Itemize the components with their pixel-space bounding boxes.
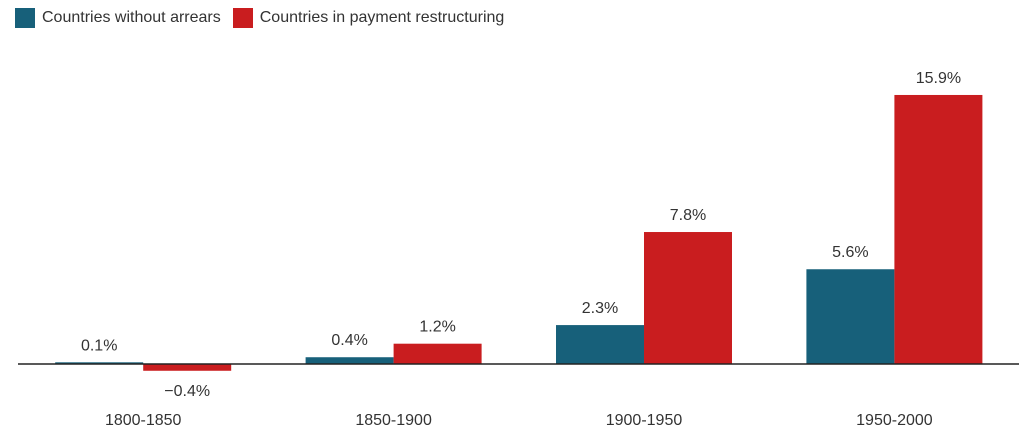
- legend-swatch-series-1: [232, 8, 253, 28]
- x-tick-label-0: 1800-1850: [105, 412, 182, 429]
- bar-2-series-1: [644, 232, 732, 364]
- bar-0-series-0: [55, 362, 144, 364]
- legend-label-series-1: Countries in payment restructuring: [259, 9, 505, 26]
- bar-2-series-0: [556, 325, 644, 364]
- bar-0-series-1: [143, 364, 232, 371]
- x-tick-label-2: 1900-1950: [606, 412, 683, 429]
- bar-1-series-0: [305, 357, 394, 364]
- legend-swatch-series-0: [15, 8, 35, 28]
- data-label-3-series-0: 5.6%: [832, 244, 868, 261]
- x-tick-label-1: 1850-1900: [355, 412, 432, 429]
- data-label-0-series-0: 0.1%: [81, 337, 117, 354]
- bar-3-series-0: [806, 269, 895, 364]
- legend-item-series-0: Countries without arrears: [15, 8, 221, 28]
- data-label-2-series-1: 7.8%: [670, 207, 706, 224]
- legend-label-series-0: Countries without arrears: [42, 9, 221, 26]
- bar-1-series-1: [393, 343, 482, 364]
- x-tick-label-3: 1950-2000: [856, 412, 933, 429]
- bar-3-series-1: [894, 94, 983, 365]
- data-label-3-series-1: 15.9%: [916, 70, 961, 87]
- data-label-1-series-1: 1.2%: [419, 319, 455, 336]
- legend-item-series-1: Countries in payment restructuring: [232, 8, 505, 28]
- chart-legend: Countries without arrears Countries in p…: [15, 8, 516, 28]
- data-label-0-series-1: −0.4%: [164, 383, 210, 400]
- data-label-2-series-0: 2.3%: [582, 300, 618, 317]
- data-label-1-series-0: 0.4%: [331, 332, 367, 349]
